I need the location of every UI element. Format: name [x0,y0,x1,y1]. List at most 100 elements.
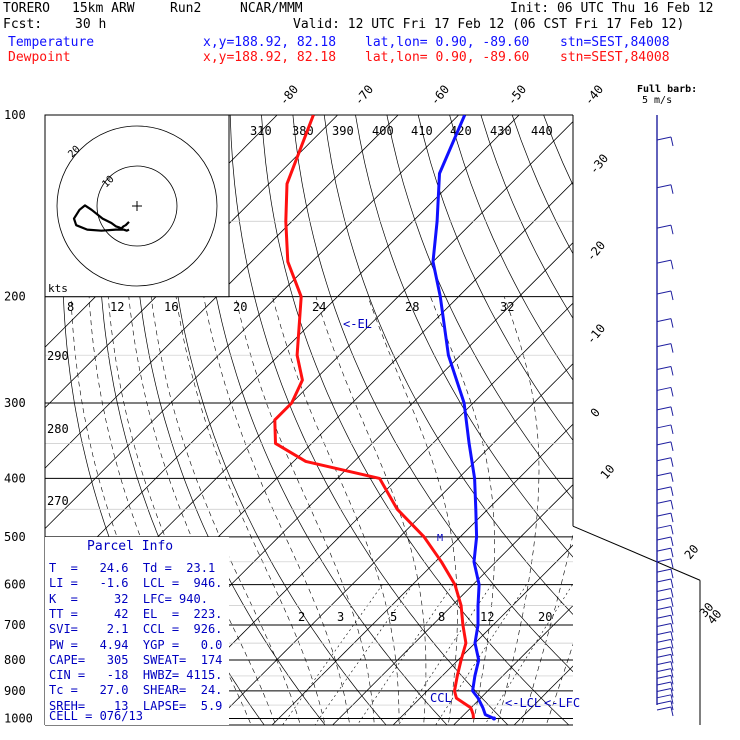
wind-barb-staff [656,486,672,491]
pressure-label: 200 [4,290,26,304]
parcel-line-3: TT = 42 EL = 223. [49,606,223,621]
dewpoint-xy: x,y=188.92, 82.18 [203,50,337,65]
parcel-line-10: CELL = 076/13 [49,709,143,723]
wet-bulb-left-label: 270 [47,494,69,508]
isotherm-line [629,115,740,731]
valid-time: Valid: 12 UTC Fri 17 Feb 12 (06 CST Fri … [293,17,685,32]
wind-barb-staff [656,597,672,602]
isotherm-line [513,665,573,725]
ccl-annotation: CCL [430,691,452,705]
parcel-line-0: T = 24.6 Td = 23.1 [49,561,216,575]
mixing-ratio-line [484,584,573,725]
parcel-info-panel: Parcel Info T = 24.6 Td = 23.1 LI = -1.6… [45,537,229,725]
isotherm-line [150,302,573,725]
mixing-ratio-label: 5 [390,610,397,624]
dry-adiabat-line [700,115,740,731]
moist-adiabat-line [367,296,458,725]
wind-barb-flag [670,694,674,704]
wind-barb-staff [656,259,672,264]
model-name: TORERO [3,1,50,16]
isotherm-line [568,115,740,731]
wind-barb-staff [656,694,672,699]
wind-barb-staff [656,568,672,573]
wind-barb-flag [670,597,674,607]
temperature-xy: x,y=188.92, 82.18 [203,35,337,50]
wet-bulb-label: 28 [405,300,419,314]
wind-barb-flag [670,606,674,616]
wet-bulb-label: 24 [312,300,326,314]
temperature-axis-label: -60 [428,82,453,108]
temperature-axis-label: 20 [682,542,702,562]
wind-barb-flag [670,441,674,451]
moist-adiabat-line [107,296,252,725]
wind-barb-flag [670,615,674,625]
wind-barb-staff [656,653,672,658]
wind-barb-flag [670,260,674,270]
wind-barb-flag [670,706,674,717]
forecast-hour: 30 h [75,17,107,32]
hodograph-unit-label: kts [48,282,68,295]
parcel-info-title: Parcel Info [87,539,174,554]
hodograph-ring [56,125,218,287]
parcel-line-2: K = 32 LFC= 940. [49,591,208,606]
wind-barb-staff [656,386,672,391]
forecast-label: Fcst: [3,17,43,32]
wind-barb-flag [670,290,674,301]
dry-adiabat-line [669,115,740,731]
dry-adiabat-line [417,115,573,441]
wind-barb-flag [670,588,674,598]
temperature-axis-label: 0 [588,405,603,420]
wind-barb-staff [656,457,672,462]
wind-barb-staff [656,472,672,477]
wet-bulb-label: 20 [233,300,247,314]
wind-barb-staff [656,631,672,636]
parcel-line-8: Tc = 27.0 SHEAR= 24. [49,683,223,698]
wind-barb-flag [670,472,674,482]
wind-barb-staff [656,674,672,679]
wind-barb-staff [656,424,672,429]
hodograph-trace [72,204,130,232]
moist-adiabat-line [315,296,427,725]
wind-barb-staff [656,700,672,705]
dry-adiabat-line [480,115,573,319]
wind-barb-flag [670,184,674,194]
moist-adiabat-line [175,296,326,725]
pressure-label: 900 [4,684,26,698]
wind-barb-staff [656,499,672,504]
wind-barb-staff [656,365,672,370]
moist-adiabat-line [430,296,495,725]
wind-barb-staff [656,524,672,529]
wind-barb-staff [656,646,672,651]
isotherm-line [332,484,573,725]
theta-label: 440 [531,124,553,138]
wet-bulb-label: 32 [500,300,514,314]
mixing-ratio-line [282,584,383,725]
init-time: Init: 06 UTC Thu 16 Feb 12 [510,1,714,16]
dry-adiabat-line [355,115,573,558]
theta-label: 430 [490,124,512,138]
wind-barb-flag [670,661,674,671]
wind-barb-staff [656,536,672,541]
el-annotation: <-EL [343,317,372,331]
isotherm-line [453,605,573,725]
pressure-label: 400 [4,471,26,485]
dry-adiabat-line [386,115,573,500]
wind-barb-flag [670,668,674,678]
moist-adiabat-line [545,643,573,725]
lfc-annotation: <-LFC [544,696,580,710]
isotherm-line [392,544,573,725]
dry-adiabat-line [198,115,448,725]
wind-barb-flag [670,578,674,589]
wind-barb-flag [670,548,674,558]
pressure-label: 100 [4,108,26,122]
wind-barb-staff [656,318,672,323]
mixing-ratio-label: 3 [337,610,344,624]
dewpoint-profile [273,115,475,719]
dewpoint-station: stn=SEST,84008 [560,50,670,65]
moist-adiabat-line [272,296,400,725]
parcel-line-7: CIN = -18 HWBZ= 4115. [49,668,223,683]
wind-barb-flag [670,387,674,397]
parcel-line-9: SREH= 13 LAPSE= 5.9 [49,698,223,713]
parcel-line-1: LI = -1.6 LCL = 946. [49,576,223,591]
theta-label: 310 [250,124,272,138]
